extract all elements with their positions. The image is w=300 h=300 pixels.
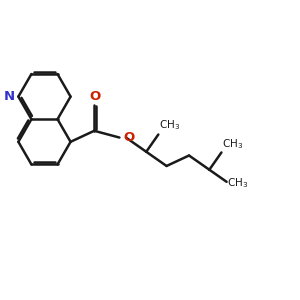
- Text: O: O: [90, 90, 101, 103]
- Text: O: O: [123, 131, 134, 144]
- Text: CH$_3$: CH$_3$: [159, 118, 180, 132]
- Text: N: N: [3, 90, 14, 103]
- Text: CH$_3$: CH$_3$: [227, 176, 249, 190]
- Text: CH$_3$: CH$_3$: [222, 137, 244, 151]
